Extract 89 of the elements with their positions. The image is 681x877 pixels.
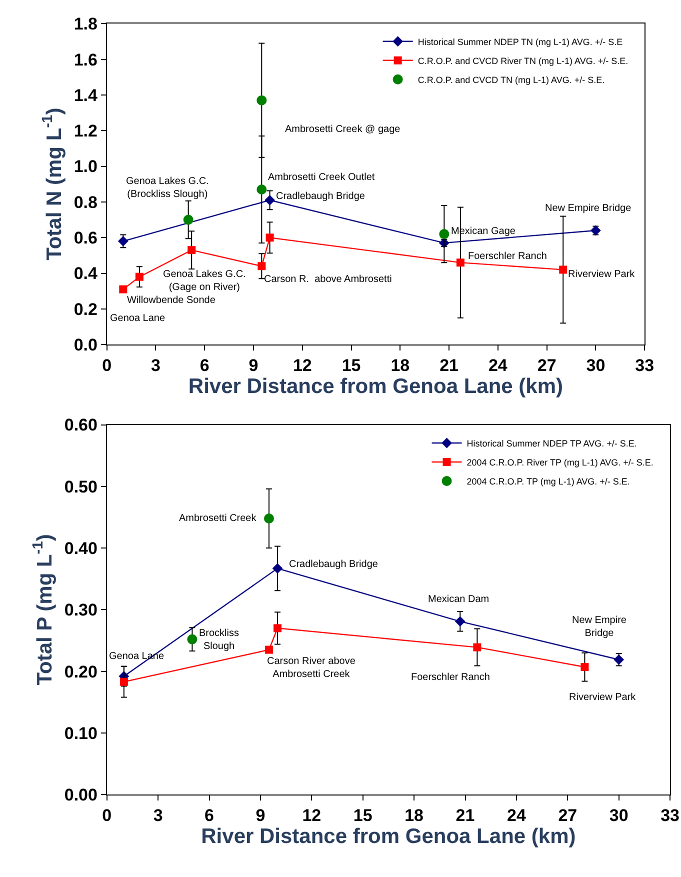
annotation: Genoa Lakes G.C. (Brockliss Slough) [126, 176, 209, 200]
x-tick-label: 18 [390, 356, 410, 375]
y-tick-label: 0.2 [74, 300, 98, 319]
x-tick-label: 30 [586, 356, 606, 375]
point [580, 663, 589, 672]
x-tick-label: 0 [102, 806, 112, 826]
annotation: Ambrosetti Creek @ gage [285, 124, 401, 135]
point [272, 563, 283, 574]
point [266, 234, 274, 242]
x-tick-label: 24 [506, 806, 526, 826]
point [274, 624, 282, 632]
annotation: Ambrosetti Creek [179, 513, 258, 524]
point [456, 258, 464, 267]
point [188, 246, 196, 254]
y-tick-label: 0.40 [64, 539, 98, 558]
y-tick-label: 1.4 [74, 86, 98, 105]
point [135, 272, 144, 281]
annotation: Cradlebaugh Bridge [289, 559, 378, 570]
x-tick-label: 18 [404, 806, 424, 826]
point [473, 643, 482, 652]
x-tick-label: 3 [151, 356, 160, 375]
legend-label: Historical Summer NDEP TP AVG. +/- S.E. [466, 438, 637, 448]
x-tick-label: 3 [153, 806, 163, 826]
x-tick-label: 6 [204, 806, 214, 826]
point [120, 678, 128, 686]
annotation: Willowbende Sonde [127, 295, 216, 306]
x-tick-label: 0 [102, 356, 112, 375]
annotation: Carson River above Ambrosetti Creek [267, 656, 356, 680]
x-tick-label: 9 [248, 356, 258, 375]
y-tick-label: 0.0 [74, 336, 98, 355]
point [559, 266, 568, 274]
y-tick-label: 0.4 [74, 264, 98, 284]
legend-label: 2004 C.R.O.P. River TP (mg L-1) AVG. +/- S.E. [466, 458, 654, 468]
y-tick-label: 0.20 [64, 662, 98, 682]
x-tick-label: 6 [200, 356, 210, 375]
legend-label: Historical Summer NDEP TN (mg L-1) AVG. +/- S.E [418, 36, 623, 47]
x-tick-label: 21 [440, 356, 459, 375]
y-tick-label: 1.0 [74, 157, 98, 176]
x-tick-label: 33 [635, 356, 654, 375]
legend-label: C.R.O.P. and CVCD TN (mg L-1) AVG. +/- S.E. [418, 74, 605, 85]
point [264, 646, 273, 654]
annotation: Brockliss Slough [199, 628, 240, 652]
annotation: Genoa Lakes G.C. (Gage on River) [163, 269, 246, 293]
x-tick-label: 15 [342, 356, 361, 375]
y-tick-label: 0.00 [64, 786, 98, 805]
x-tick-label: 9 [256, 806, 266, 826]
point [439, 229, 450, 240]
y-tick-label: 0.10 [64, 724, 98, 743]
y-tick-label: 0.50 [64, 477, 98, 496]
y-tick-label: 0.60 [64, 416, 98, 435]
y-tick-label: 1.8 [74, 14, 98, 34]
y-tick-label: 1.2 [74, 122, 98, 141]
legend-label: 2004 C.R.O.P. TP (mg L-1) AVG. +/- S.E. [466, 476, 630, 486]
annotation: Ambrosetti Creek Outlet [268, 172, 375, 183]
point [264, 513, 274, 524]
annotation: Foerschler Ranch [411, 672, 490, 683]
annotation: New Empire Bridge [545, 203, 632, 214]
point [264, 194, 275, 206]
x-axis-title: River Distance from Genoa Lane (km) [188, 375, 564, 398]
point [256, 95, 267, 106]
x-tick-label: 15 [353, 806, 372, 826]
x-axis-title: River Distance from Genoa Lane (km) [201, 825, 576, 848]
y-tick-label: 0.30 [64, 600, 98, 620]
x-tick-label: 27 [537, 356, 556, 375]
x-tick-label: 24 [488, 356, 508, 375]
point [183, 214, 194, 225]
point [256, 184, 267, 194]
legend-label: C.R.O.P. and CVCD River TN (mg L-1) AVG. +/- S.E. [418, 56, 628, 66]
annotation: Genoa Lane [110, 313, 166, 324]
point [454, 616, 466, 627]
annotation: Riverview Park [569, 692, 637, 703]
x-tick-label: 12 [292, 356, 312, 375]
annotation: Foerschler Ranch [468, 251, 547, 262]
annotation: New Empire Bridge [572, 615, 627, 639]
y-tick-label: 0.6 [74, 228, 98, 248]
annotation: Carson R. above Ambrosetti [264, 274, 392, 285]
x-tick-label: 27 [558, 806, 578, 826]
annotation: Riverview Park [568, 269, 636, 280]
point [187, 634, 198, 644]
annotation: Cradlebaugh Bridge [276, 191, 366, 202]
x-tick-label: 21 [456, 806, 475, 826]
point [258, 262, 266, 270]
y-tick-label: 0.8 [74, 192, 98, 212]
point [119, 285, 128, 294]
x-tick-label: 30 [609, 806, 628, 826]
x-tick-label: 12 [302, 806, 322, 826]
annotation: Mexican Dam [428, 594, 490, 605]
x-tick-label: 33 [660, 806, 680, 826]
y-tick-label: 1.6 [74, 50, 98, 70]
